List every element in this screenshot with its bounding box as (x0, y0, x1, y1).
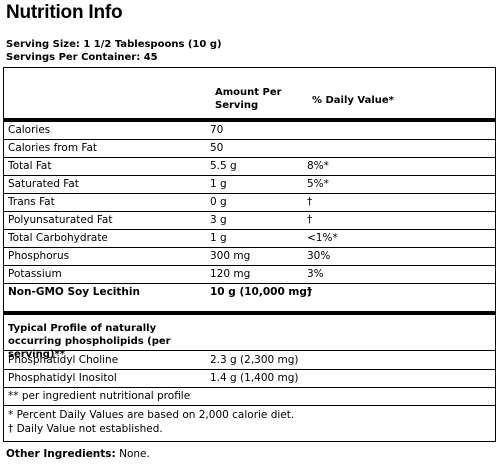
nutrient-amount: 70 (210, 124, 224, 136)
row-divider (4, 247, 495, 248)
nutrient-name: Trans Fat (8, 196, 55, 208)
row-divider (4, 283, 495, 284)
serving-size: Serving Size: 1 1/2 Tablespoons (10 g) (6, 39, 222, 50)
row-divider (4, 157, 495, 158)
nutrient-name: Total Fat (8, 160, 52, 172)
nutrient-amount: 50 (210, 142, 224, 154)
nutrient-name: Phosphorus (8, 250, 70, 262)
other-ingredients-label: Other Ingredients: (6, 448, 116, 460)
nutrient-daily-value: † (307, 286, 313, 298)
nutrient-name: Non-GMO Soy Lecithin (8, 286, 140, 298)
nutrient-daily-value: 3% (307, 268, 324, 280)
page-title: Nutrition Info (6, 2, 123, 23)
nutrient-amount: 300 mg (210, 250, 251, 262)
profile-amount: 2.3 g (2,300 mg) (210, 354, 299, 366)
row-divider (4, 369, 495, 370)
amount-column-header: Amount Per Serving (215, 87, 282, 111)
daily-value-column-header: % Daily Value* (312, 95, 394, 106)
row-divider (4, 265, 495, 266)
row-divider (4, 405, 495, 406)
nutrient-name: Polyunsaturated Fat (8, 214, 113, 226)
nutrient-amount: 5.5 g (210, 160, 237, 172)
profile-name: Phosphatidyl Choline (8, 354, 119, 366)
row-divider (4, 229, 495, 230)
row-divider (4, 175, 495, 176)
row-divider (4, 350, 495, 351)
footnote-dagger: † Daily Value not established. (8, 423, 163, 435)
nutrition-table: Amount Per Serving % Daily Value* Calori… (3, 67, 496, 442)
nutrient-amount: 10 g (10,000 mg) (210, 286, 312, 298)
profile-heading: Typical Profile of naturally occurring p… (8, 323, 171, 360)
nutrient-name: Calories from Fat (8, 142, 98, 154)
nutrient-daily-value: † (307, 214, 313, 226)
nutrient-amount: 1 g (210, 232, 227, 244)
nutrient-amount: 1 g (210, 178, 227, 190)
nutrient-daily-value: 8%* (307, 160, 329, 172)
profile-note: ** per ingredient nutritional profile (8, 390, 191, 402)
nutrient-amount: 3 g (210, 214, 227, 226)
nutrient-name: Calories (8, 124, 51, 136)
nutrient-daily-value: † (307, 196, 313, 208)
nutrient-daily-value: <1%* (307, 232, 338, 244)
nutrient-daily-value: 5%* (307, 178, 329, 190)
other-ingredients: Other Ingredients: None. (6, 448, 150, 460)
footnote-percent: * Percent Daily Values are based on 2,00… (8, 409, 295, 421)
row-divider (4, 211, 495, 212)
row-divider (4, 387, 495, 388)
nutrient-amount: 0 g (210, 196, 227, 208)
row-divider (4, 139, 495, 140)
nutrient-amount: 120 mg (210, 268, 251, 280)
section-divider (4, 311, 495, 315)
nutrient-daily-value: 30% (307, 250, 331, 262)
nutrient-name: Potassium (8, 268, 62, 280)
other-ingredients-value: None. (119, 448, 150, 460)
nutrient-name: Saturated Fat (8, 178, 79, 190)
nutrient-name: Total Carbohydrate (8, 232, 108, 244)
profile-name: Phosphatidyl Inositol (8, 372, 117, 384)
row-divider (4, 193, 495, 194)
profile-amount: 1.4 g (1,400 mg) (210, 372, 299, 384)
servings-per-container: Servings Per Container: 45 (6, 52, 158, 63)
header-divider (4, 118, 495, 122)
